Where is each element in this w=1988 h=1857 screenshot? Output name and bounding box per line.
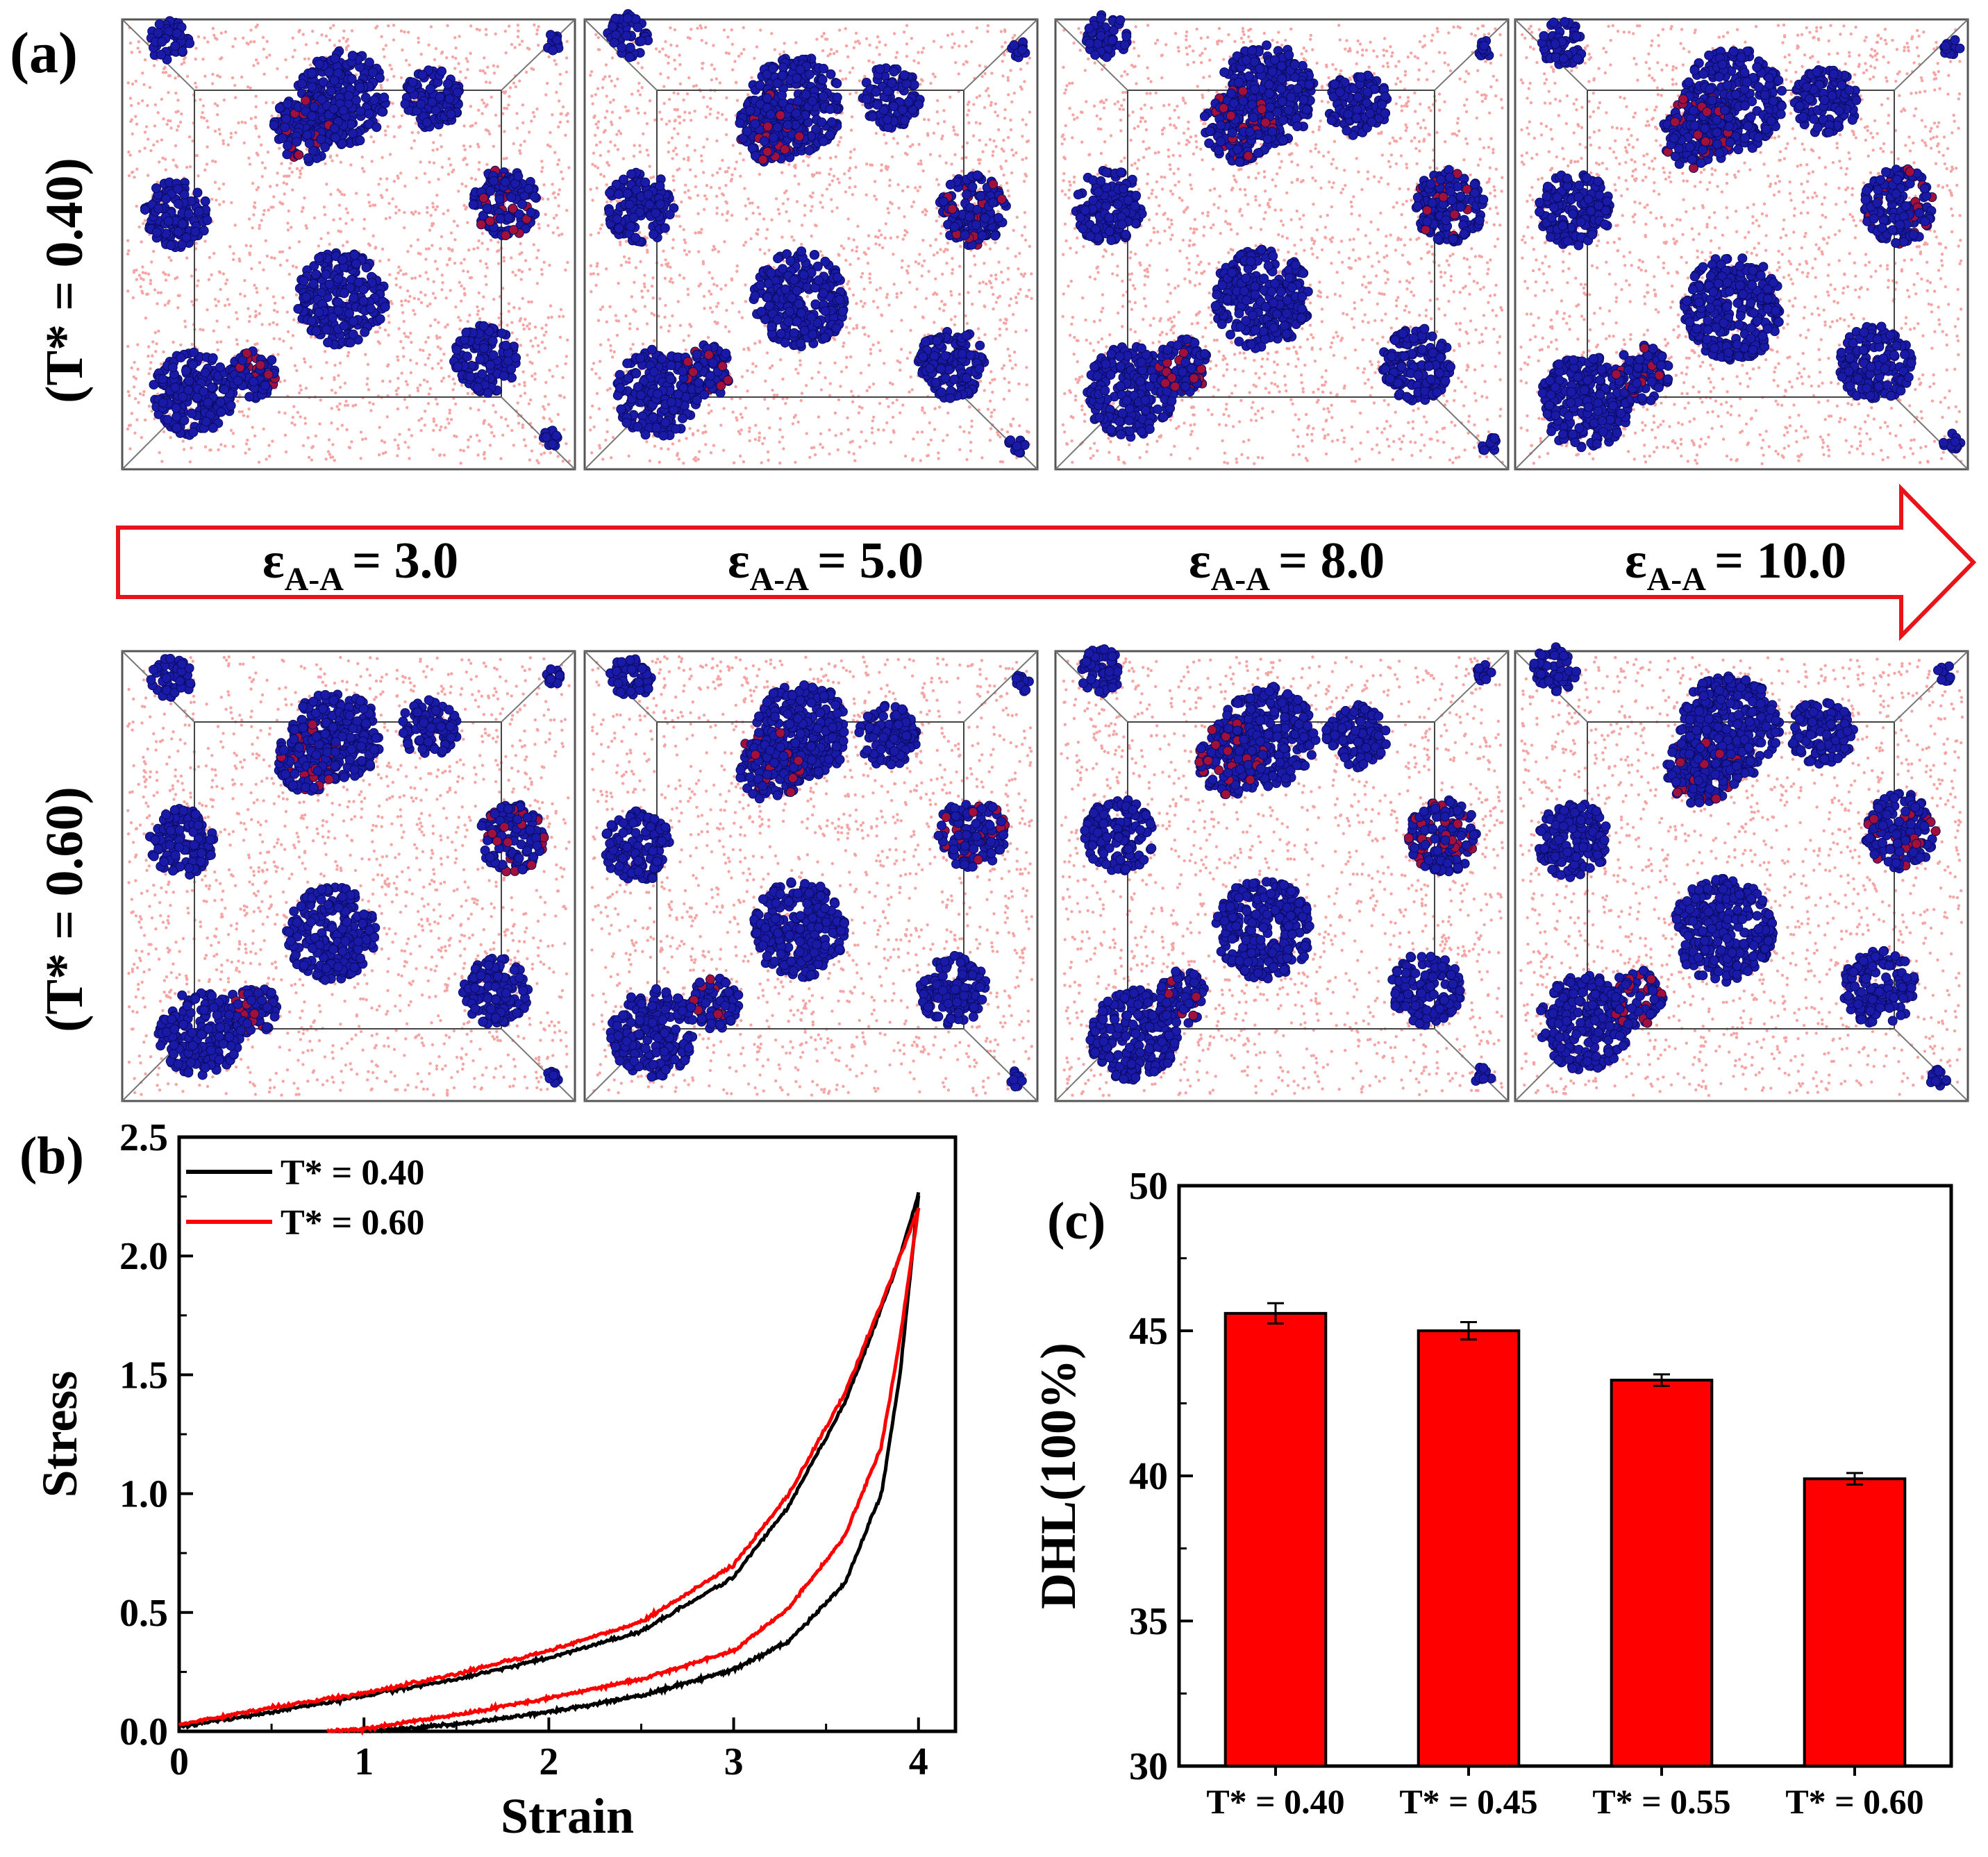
snapshot-r1-c4 bbox=[1514, 17, 1969, 471]
dhl-category-label-2: T* = 0.55 bbox=[1592, 1782, 1730, 1821]
dhl-y-tick-label-0: 30 bbox=[1129, 1745, 1168, 1788]
y-axis-title-stress: Stress bbox=[32, 1371, 87, 1498]
snapshot-r2-c4 bbox=[1514, 642, 1969, 1102]
legend-label-t060: T* = 0.60 bbox=[281, 1203, 424, 1243]
snapshot-r1-c3 bbox=[1054, 10, 1510, 471]
panel-label-b: (b) bbox=[19, 1127, 84, 1185]
y-tick-label-2: 1.0 bbox=[119, 1473, 168, 1516]
x-tick-label-3: 3 bbox=[724, 1740, 744, 1783]
dhl-y-tick-label-1: 35 bbox=[1129, 1600, 1168, 1643]
x-tick-label-0: 0 bbox=[169, 1740, 189, 1783]
y-tick-label-5: 2.5 bbox=[119, 1116, 168, 1159]
snapshot-r1-c2 bbox=[583, 9, 1039, 471]
snapshot-r2-c1 bbox=[121, 650, 576, 1102]
y-tick-label-3: 1.5 bbox=[119, 1354, 168, 1397]
row-label-t060: (T* = 0.60) bbox=[35, 787, 94, 1032]
y-tick-label-4: 2.0 bbox=[119, 1235, 168, 1278]
stress-axis-ticks: 0 1 2 3 4 0.0 0.5 1.0 1.5 2.0 2.5 bbox=[119, 1116, 928, 1783]
x-tick-label-4: 4 bbox=[909, 1740, 928, 1783]
curve-t060-unloading bbox=[326, 1207, 921, 1736]
y-tick-label-1: 0.5 bbox=[119, 1592, 168, 1635]
snapshot-r1-c1 bbox=[121, 16, 576, 471]
legend-label-t040: T* = 0.40 bbox=[281, 1153, 424, 1193]
snapshot-r2-c3 bbox=[1054, 644, 1510, 1102]
stress-curves bbox=[178, 1191, 921, 1736]
dhl-bar-1 bbox=[1417, 1329, 1521, 1767]
y-axis-title-dhl: DHL(100%) bbox=[1030, 1343, 1086, 1609]
dhl-y-tick-label-4: 50 bbox=[1129, 1165, 1168, 1208]
dhl-bar-2 bbox=[1610, 1379, 1714, 1767]
row-label-t040: (T* = 0.40) bbox=[35, 158, 94, 403]
dhl-category-label-0: T* = 0.40 bbox=[1206, 1782, 1344, 1821]
x-tick-label-2: 2 bbox=[539, 1740, 558, 1783]
curve-t040-unloading bbox=[362, 1195, 921, 1734]
stress-legend: T* = 0.40 T* = 0.60 bbox=[186, 1153, 424, 1243]
x-tick-label-1: 1 bbox=[354, 1740, 374, 1783]
dhl-y-tick-label-3: 45 bbox=[1129, 1310, 1168, 1353]
x-axis-title-strain: Strain bbox=[501, 1788, 634, 1844]
snapshot-r2-c2 bbox=[583, 650, 1039, 1102]
dhl-y-tick-label-2: 40 bbox=[1129, 1455, 1168, 1498]
panel-label-a: (a) bbox=[10, 21, 78, 85]
dhl-category-label-3: T* = 0.60 bbox=[1785, 1782, 1923, 1821]
dhl-bar-0 bbox=[1223, 1311, 1328, 1767]
dhl-category-label-1: T* = 0.45 bbox=[1399, 1782, 1537, 1821]
dhl-bar-3 bbox=[1803, 1477, 1907, 1767]
dhl-axis-ticks: 30 35 40 45 50 bbox=[1129, 1165, 1193, 1788]
panel-label-c: (c) bbox=[1047, 1192, 1105, 1250]
y-tick-label-0: 0.0 bbox=[119, 1711, 168, 1754]
dhl-bars: T* = 0.40 T* = 0.45 T* = 0.55 T* = 0.60 bbox=[1206, 1302, 1924, 1821]
